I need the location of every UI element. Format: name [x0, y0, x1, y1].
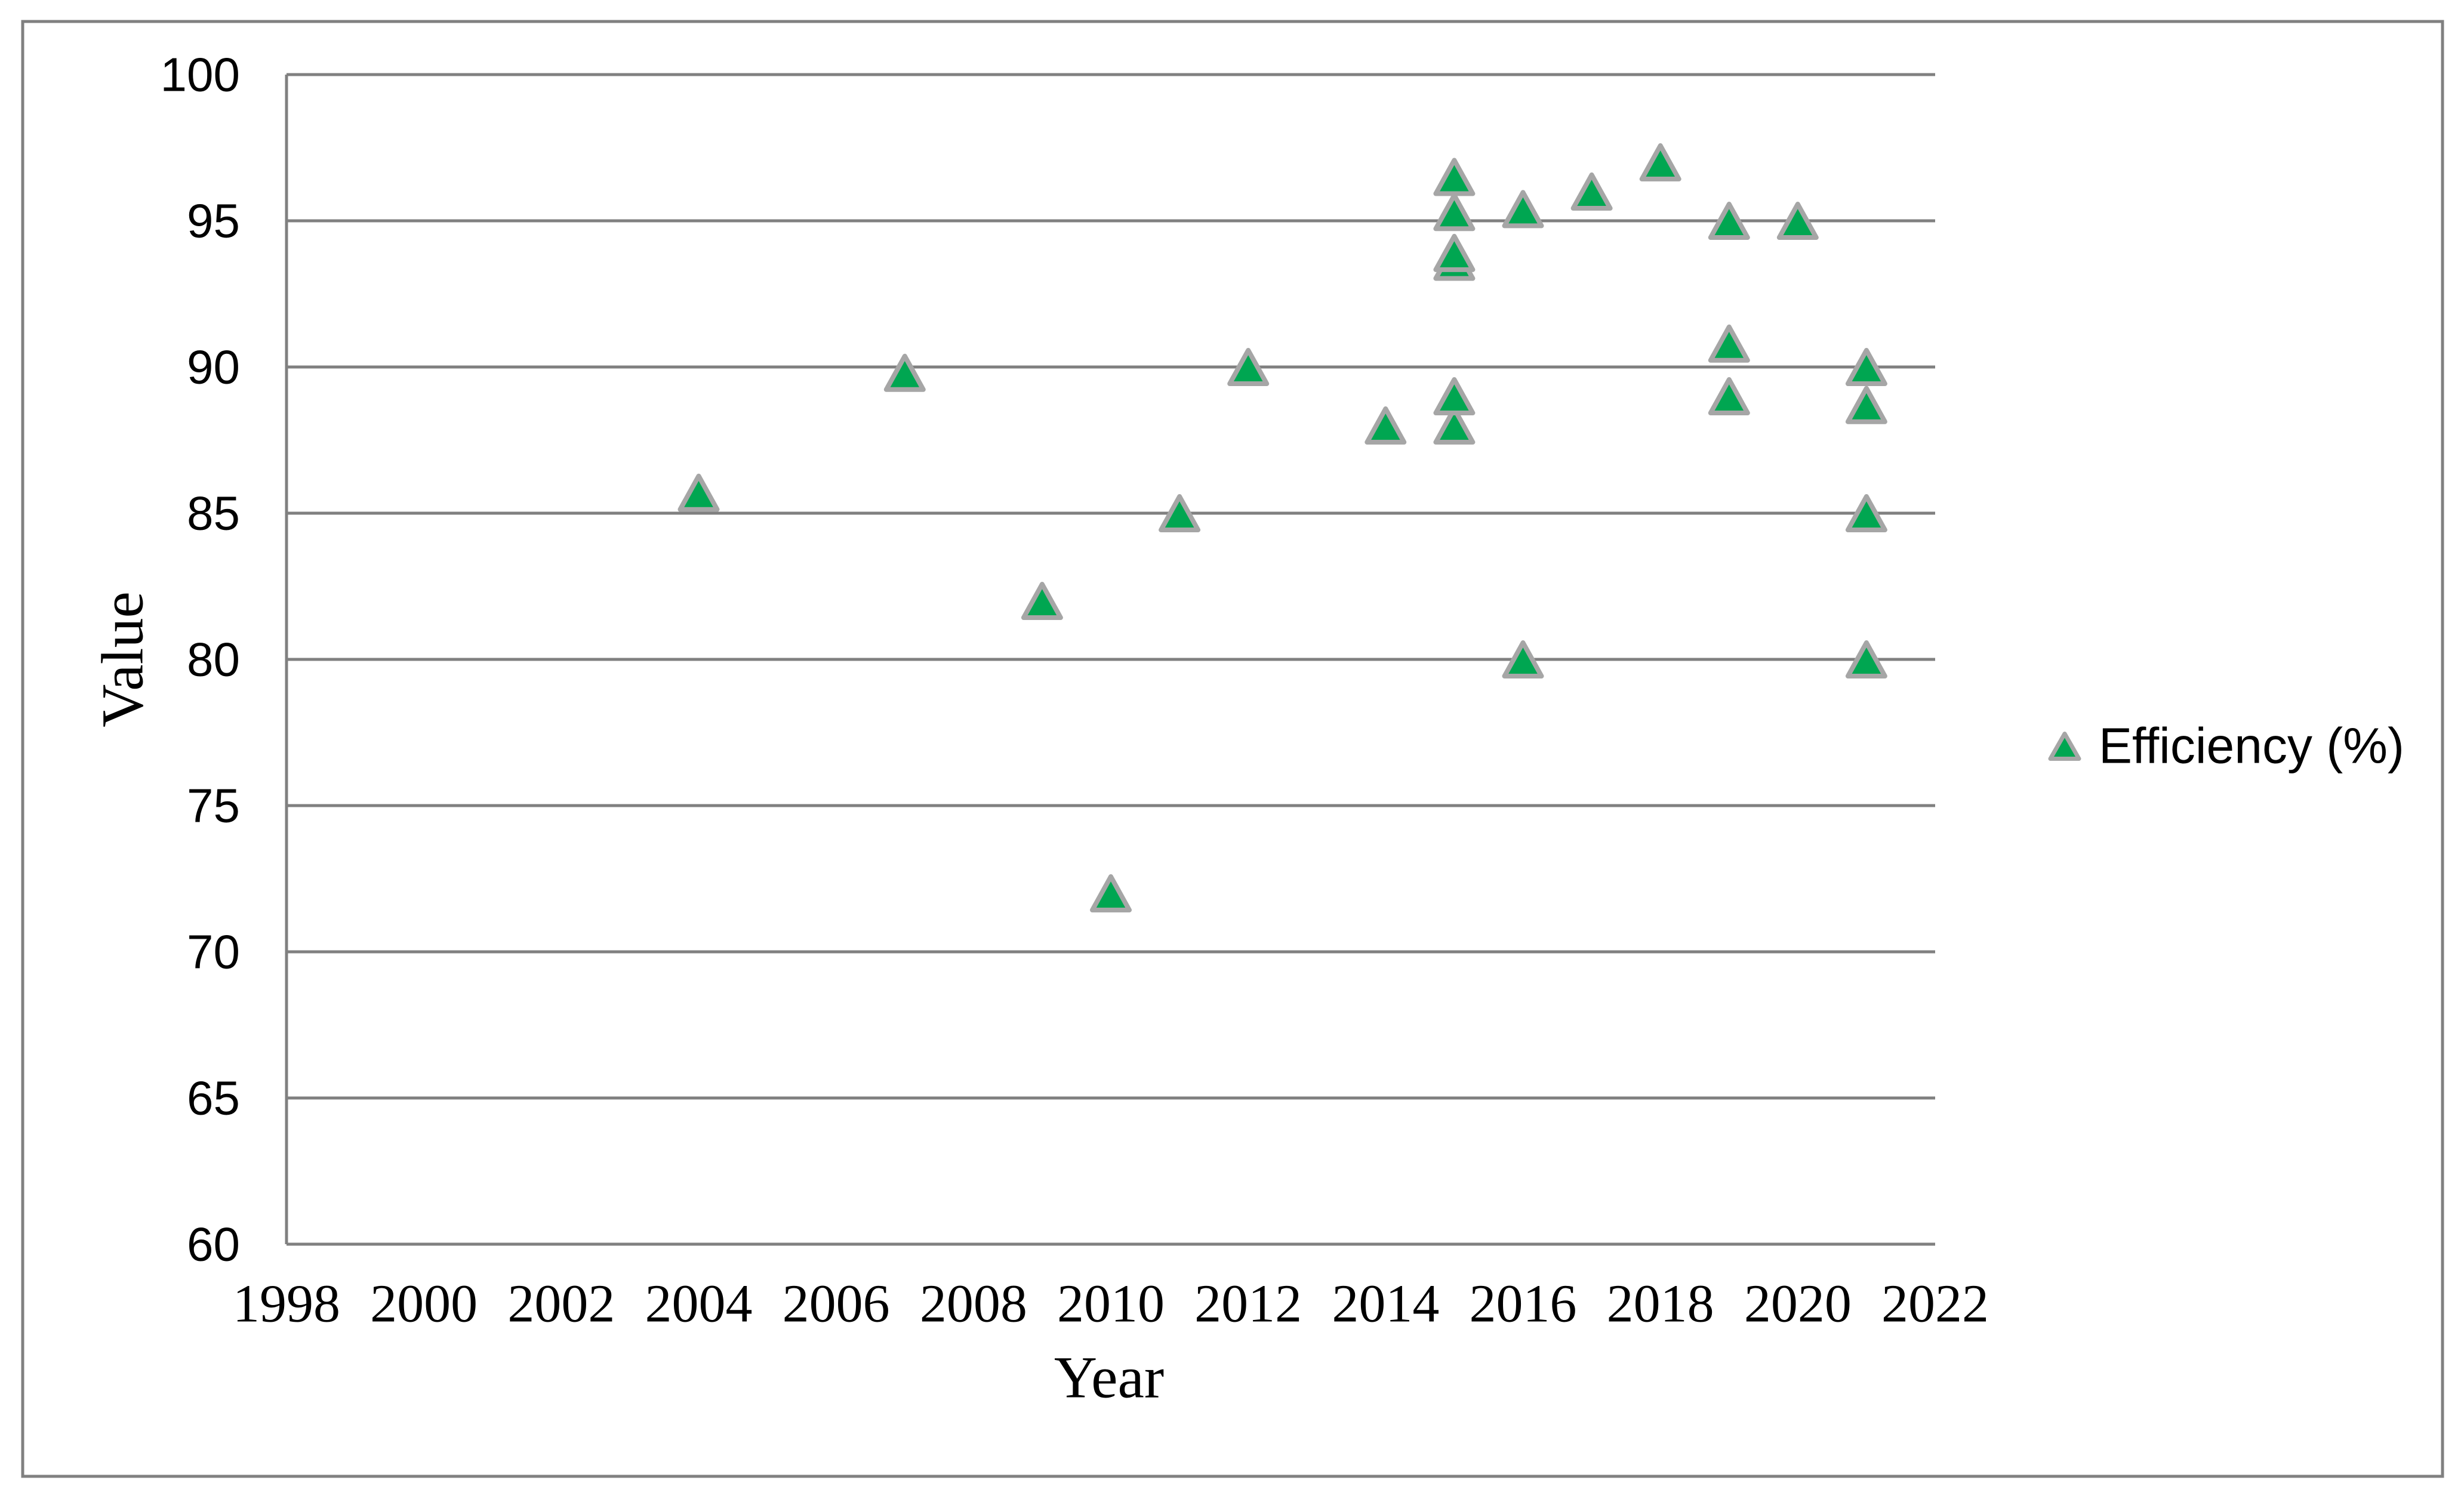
data-point-marker [1159, 494, 1201, 532]
x-tick-label-2016: 2016 [1470, 1275, 1577, 1334]
data-point-marker [883, 353, 926, 392]
data-point-marker [1639, 143, 1681, 181]
y-tick-label-85: 85 [187, 487, 240, 540]
data-point-marker [1845, 640, 1887, 678]
legend: Efficiency (%) [2046, 717, 2404, 775]
legend-series-label: Efficiency (%) [2099, 717, 2404, 774]
chart-outer-border [21, 20, 2444, 1478]
data-point-marker [1708, 202, 1750, 240]
x-tick-label-2018: 2018 [1607, 1275, 1714, 1334]
x-tick-label-1998: 1998 [233, 1275, 340, 1334]
data-point-marker [1021, 582, 1063, 620]
data-point-marker [1845, 348, 1887, 386]
x-tick-label-2002: 2002 [507, 1275, 615, 1334]
x-tick-label-2022: 2022 [1881, 1275, 1989, 1334]
x-tick-label-2008: 2008 [920, 1275, 1027, 1334]
data-point-marker [1433, 233, 1476, 272]
data-point-marker [1776, 202, 1819, 240]
data-point-marker [1433, 406, 1476, 445]
x-tick-label-2006: 2006 [783, 1275, 890, 1334]
data-point-marker [1845, 385, 1887, 424]
data-point-marker [1227, 348, 1270, 386]
y-tick-label-65: 65 [187, 1072, 240, 1125]
x-tick-label-2012: 2012 [1194, 1275, 1302, 1334]
x-axis-title: Year [1054, 1344, 1165, 1411]
x-tick-label-2010: 2010 [1057, 1275, 1165, 1334]
data-point-marker [1502, 640, 1544, 678]
legend-triangle-marker-icon [2048, 731, 2081, 761]
y-tick-label-60: 60 [187, 1218, 240, 1271]
y-tick-label-80: 80 [187, 633, 240, 686]
data-point-marker [1433, 158, 1476, 196]
data-point-marker [1433, 377, 1476, 415]
data-point-marker [1708, 377, 1750, 415]
data-point-marker [1433, 193, 1476, 232]
data-point-marker [677, 473, 720, 512]
y-tick-label-90: 90 [187, 341, 240, 394]
y-axis-title: Value [89, 591, 156, 727]
data-point-marker [1845, 494, 1887, 532]
data-point-marker [1708, 324, 1750, 363]
y-tick-label-75: 75 [187, 779, 240, 832]
x-tick-label-2014: 2014 [1332, 1275, 1439, 1334]
y-tick-label-70: 70 [187, 926, 240, 979]
y-tick-label-95: 95 [187, 195, 240, 248]
data-point-marker [1365, 406, 1407, 445]
x-tick-label-2020: 2020 [1744, 1275, 1852, 1334]
data-point-marker [1570, 172, 1613, 211]
x-tick-label-2000: 2000 [370, 1275, 478, 1334]
data-point-marker [1090, 874, 1132, 912]
data-point-marker [1502, 190, 1544, 229]
y-tick-label-100: 100 [161, 48, 240, 101]
x-tick-label-2004: 2004 [645, 1275, 753, 1334]
